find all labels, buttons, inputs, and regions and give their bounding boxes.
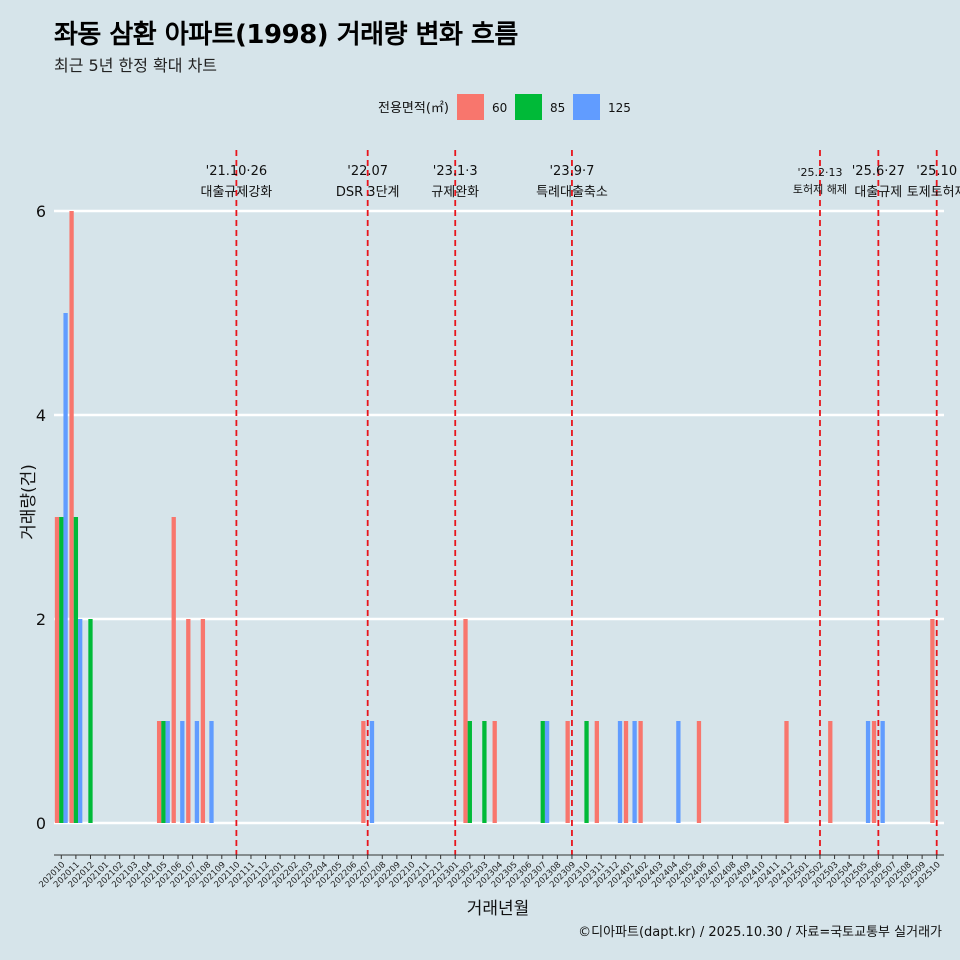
x-axis-label: 거래년월 <box>467 899 530 919</box>
bar-125-202010 <box>63 313 68 823</box>
bar-60-202106 <box>171 517 176 823</box>
bar-60-202011 <box>69 211 74 823</box>
event-date: '25.10 <box>916 164 957 179</box>
chart-title: 좌동 삼환 아파트(1998) 거래량 변화 흐름 <box>54 20 518 50</box>
event-label: 토허제 해제 <box>793 182 847 196</box>
event-date: '21.10·26 <box>206 164 267 179</box>
bar-60-202302 <box>463 619 468 823</box>
event-date: '25.6·27 <box>852 164 905 179</box>
bar-125-202312 <box>617 721 623 823</box>
bar-60-202401 <box>623 721 629 823</box>
bar-125-202505 <box>865 721 871 823</box>
bar-85-202010 <box>59 517 64 823</box>
bar-60-202412 <box>784 721 789 823</box>
bar-125-202506 <box>880 721 885 823</box>
legend-swatch-85 <box>515 94 542 120</box>
bar-60-202105 <box>156 721 162 823</box>
bar-60-202311 <box>594 721 599 823</box>
bar-85-202303 <box>482 721 487 823</box>
event-label: DSR 3단계 <box>336 185 400 200</box>
bar-125-202106 <box>180 721 185 823</box>
y-axis-label: 거래량(건) <box>19 464 39 540</box>
event-date: '25.2·13 <box>797 166 842 179</box>
bar-125-202108 <box>209 721 214 823</box>
legend-swatch-125 <box>573 94 600 120</box>
legend-label-85: 85 <box>550 101 565 115</box>
bar-125-202404 <box>676 721 681 823</box>
bar-60-202309 <box>565 721 570 823</box>
bar-60-202503 <box>828 721 833 823</box>
y-tick-label: 6 <box>36 202 46 221</box>
y-tick-label: 2 <box>36 610 46 629</box>
legend-label-60: 60 <box>492 101 507 115</box>
bar-60-202510 <box>930 619 935 823</box>
event-label: 대출규제 <box>854 185 902 200</box>
bar-85-202011 <box>73 517 79 823</box>
legend: 전용면적(㎡) 60 85 125 <box>378 94 631 120</box>
bar-125-202105 <box>165 721 170 823</box>
event-label: 규제완화 <box>431 185 479 200</box>
bar-85-202310 <box>584 721 589 823</box>
bar-125-202307 <box>544 721 550 823</box>
y-tick-label: 4 <box>36 406 46 425</box>
chart-subtitle: 최근 5년 한정 확대 차트 <box>54 56 218 75</box>
bar-60-202406 <box>696 721 702 823</box>
bar-125-202207 <box>369 721 375 823</box>
bar-60-202506 <box>871 721 877 823</box>
bar-85-202105 <box>161 721 166 823</box>
bar-85-202302 <box>467 721 472 823</box>
bar-60-202107 <box>186 619 191 823</box>
legend-swatch-60 <box>457 94 484 120</box>
source-caption: ©디아파트(dapt.kr) / 2025.10.30 / 자료=국토교통부 실… <box>578 925 942 940</box>
event-label: 토제토허제 <box>907 185 960 200</box>
bar-125-202401 <box>632 721 637 823</box>
bar-125-202107 <box>194 721 200 823</box>
event-markers: '21.10·26 대출규제강화 '22.07 DSR 3단계 '23.1·3 규제완화 '… <box>200 150 960 855</box>
event-date: '23.9·7 <box>549 164 594 179</box>
bar-60-202304 <box>492 721 497 823</box>
event-label: 대출규제강화 <box>200 185 272 200</box>
legend-title: 전용면적(㎡) <box>378 101 449 116</box>
bars <box>54 211 935 823</box>
bar-60-202207 <box>361 721 366 823</box>
event-date: '22.07 <box>347 164 388 179</box>
event-date: '23.1·3 <box>433 164 478 179</box>
y-tick-label: 0 <box>36 814 46 833</box>
bar-85-202307 <box>540 721 545 823</box>
bar-60-202402 <box>638 721 643 823</box>
bar-60-202010 <box>54 517 60 823</box>
bar-60-202108 <box>200 619 206 823</box>
bar-85-202012 <box>88 619 93 823</box>
event-label: 특례대출축소 <box>536 185 608 200</box>
bar-125-202011 <box>78 619 83 823</box>
legend-label-125: 125 <box>608 101 631 115</box>
